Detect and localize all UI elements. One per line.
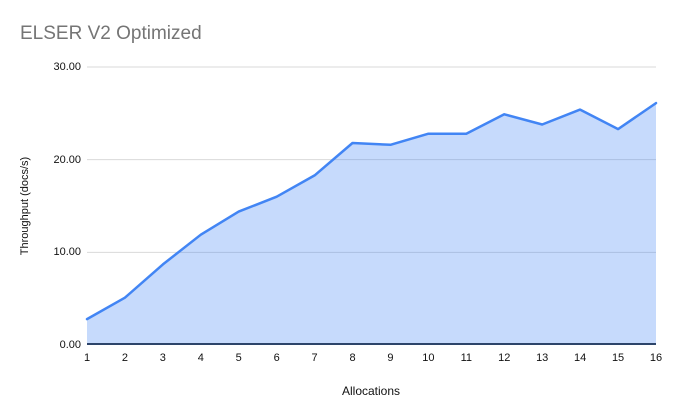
y-tick-label: 0.00 <box>59 339 81 351</box>
x-tick-label: 13 <box>536 352 549 364</box>
y-axis-title: Throughput (docs/s) <box>19 156 31 256</box>
x-tick-label: 4 <box>197 352 204 364</box>
plot-area <box>85 66 658 345</box>
x-tick-label: 14 <box>574 352 587 364</box>
x-tick-label: 10 <box>422 352 435 364</box>
chart-title: ELSER V2 Optimized <box>20 23 202 44</box>
x-tick-label: 15 <box>611 352 625 364</box>
chart-svg <box>85 66 658 345</box>
x-tick-label: 8 <box>349 352 356 364</box>
area-series-line <box>85 101 658 321</box>
x-tick-label: 9 <box>387 352 394 364</box>
x-tick-label: 5 <box>235 352 242 364</box>
x-axis-title: Allocations <box>341 384 401 398</box>
x-tick-label: 1 <box>83 352 91 364</box>
y-tick-label: 30.00 <box>53 61 81 73</box>
x-tick-label: 2 <box>121 352 128 364</box>
x-tick-label: 12 <box>498 352 511 364</box>
y-tick-label: 10.00 <box>53 246 81 259</box>
area-series-fill <box>87 103 656 345</box>
x-tick-label: 16 <box>649 352 663 364</box>
x-tick-label: 7 <box>311 352 318 364</box>
y-tick-label: 20.00 <box>53 153 81 166</box>
x-tick-label: 11 <box>460 352 473 364</box>
x-tick-label: 6 <box>273 352 280 364</box>
x-tick-label: 3 <box>159 352 166 364</box>
